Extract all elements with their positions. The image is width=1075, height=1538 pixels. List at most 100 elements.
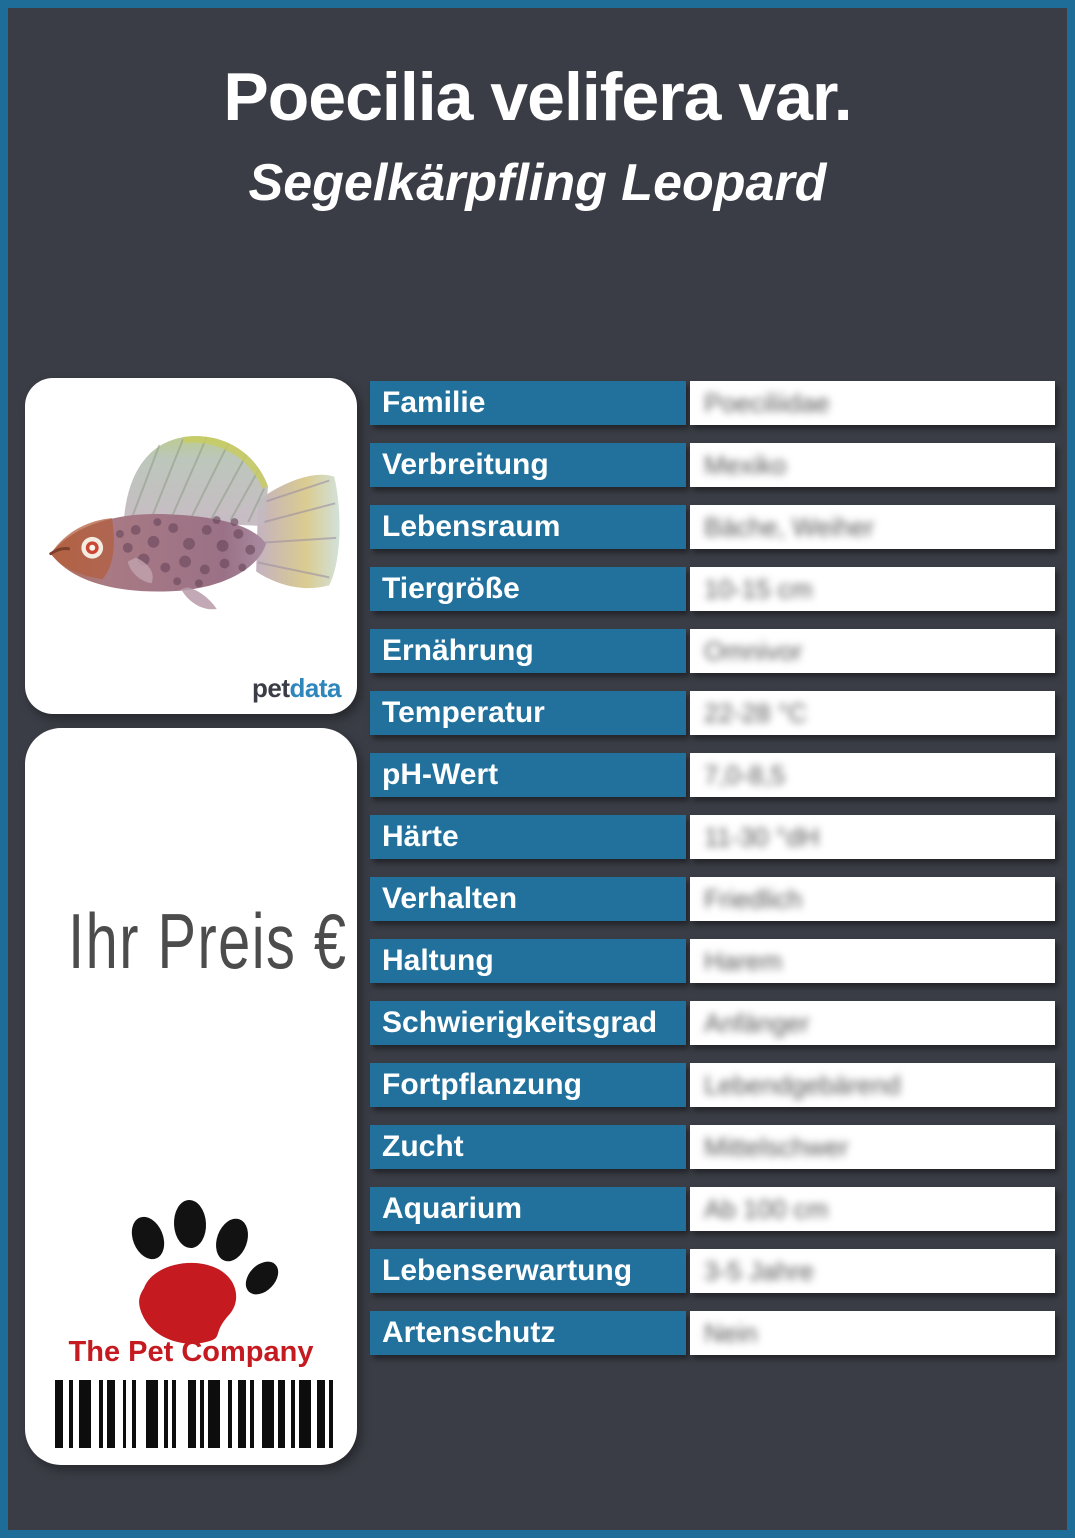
table-row: Ernährung Omnivor (370, 629, 1055, 673)
barcode-bar (237, 1380, 246, 1448)
row-label-cell: Temperatur (370, 691, 686, 735)
row-label: Fortpflanzung (382, 1068, 582, 1101)
row-value-cell: Harem (690, 939, 1055, 983)
barcode-bar (164, 1380, 169, 1448)
row-label-cell: Ernährung (370, 629, 686, 673)
page-subtitle: Segelkärpfling Leopard (248, 153, 827, 212)
row-label: Aquarium (382, 1192, 523, 1225)
table-row: pH-Wert 7,0-8,5 (370, 753, 1055, 797)
row-value-cell: Lebendgebärend (690, 1063, 1055, 1107)
barcode-bar (299, 1380, 312, 1448)
row-value-cell: Nein (690, 1311, 1055, 1355)
price-label: Ihr Preis € (68, 897, 348, 985)
row-label-cell: Artenschutz (370, 1311, 686, 1355)
row-label: Haltung (382, 944, 494, 977)
barcode-bar (98, 1380, 103, 1448)
barcode-bar (200, 1380, 205, 1448)
pet-company-logo (86, 1196, 296, 1346)
row-label: Artenschutz (382, 1316, 556, 1349)
table-row: Zucht Mittelschwer (370, 1125, 1055, 1169)
row-value: Nein (704, 1317, 758, 1348)
row-value-cell: 10-15 cm (690, 567, 1055, 611)
row-label-cell: Lebensraum (370, 505, 686, 549)
row-value: Harem (704, 945, 783, 976)
row-value-cell: Mittelschwer (690, 1125, 1055, 1169)
barcode-bar (132, 1380, 137, 1448)
table-row: Schwierigkeitsgrad Anfänger (370, 1001, 1055, 1045)
label-frame: Poecilia velifera var. Segelkärpfling Le… (8, 8, 1067, 1530)
row-value: Ab 100 cm (704, 1193, 829, 1224)
barcode-bar (55, 1380, 63, 1448)
row-label: Schwierigkeitsgrad (382, 1006, 658, 1039)
barcode-bar (106, 1380, 115, 1448)
row-label-cell: Härte (370, 815, 686, 859)
row-value: Friedlich (704, 883, 803, 914)
table-row: Fortpflanzung Lebendgebärend (370, 1063, 1055, 1107)
row-value-cell: 7,0-8,5 (690, 753, 1055, 797)
row-label-cell: Familie (370, 381, 686, 425)
row-label-cell: Aquarium (370, 1187, 686, 1231)
petdata-logo-pet: pet (252, 673, 290, 703)
row-value-cell: 22-28 °C (690, 691, 1055, 735)
price-card: Ihr Preis € The Pet Company (25, 728, 357, 1465)
row-label: Härte (382, 820, 459, 853)
row-value-cell: Bäche, Weiher (690, 505, 1055, 549)
row-value: Anfänger (704, 1007, 810, 1038)
row-value: 3-5 Jahre (704, 1255, 814, 1286)
table-row: Tiergröße 10-15 cm (370, 567, 1055, 611)
row-value: Bäche, Weiher (704, 511, 875, 542)
fish-image (49, 436, 340, 610)
barcode-bar (208, 1380, 220, 1448)
row-label-cell: Verbreitung (370, 443, 686, 487)
barcode-bar (291, 1380, 296, 1448)
info-table: Familie Poeciliidae Verbreitung Mexiko L… (370, 381, 1055, 1355)
row-value: 7,0-8,5 (704, 759, 785, 790)
row-value-cell: Omnivor (690, 629, 1055, 673)
page-title: Poecilia velifera var. (223, 59, 852, 135)
header: Poecilia velifera var. Segelkärpfling Le… (8, 60, 1067, 213)
row-value: Mittelschwer (704, 1131, 849, 1162)
row-label: Tiergröße (382, 572, 520, 605)
table-row: Lebensraum Bäche, Weiher (370, 505, 1055, 549)
barcode-bar (188, 1380, 197, 1448)
barcode-bar (329, 1380, 334, 1448)
table-row: Aquarium Ab 100 cm (370, 1187, 1055, 1231)
row-value-cell: Ab 100 cm (690, 1187, 1055, 1231)
row-label: Temperatur (382, 696, 545, 729)
row-label: Verhalten (382, 882, 518, 915)
table-row: Härte 11-30 °dH (370, 815, 1055, 859)
row-value-cell: Anfänger (690, 1001, 1055, 1045)
barcode-bar (122, 1380, 127, 1448)
row-label: Verbreitung (382, 448, 549, 481)
row-label: Lebensraum (382, 510, 561, 543)
row-value: 11-30 °dH (704, 821, 820, 852)
barcode-bar (172, 1380, 177, 1448)
row-value: Poeciliidae (704, 387, 830, 418)
barcode-bar (227, 1380, 232, 1448)
row-label-cell: Tiergröße (370, 567, 686, 611)
row-label: Lebenserwartung (382, 1254, 633, 1287)
row-value-cell: 11-30 °dH (690, 815, 1055, 859)
petdata-logo: petdata (252, 673, 341, 704)
row-label-cell: Haltung (370, 939, 686, 983)
barcode (55, 1380, 334, 1448)
table-row: Lebenserwartung 3-5 Jahre (370, 1249, 1055, 1293)
barcode-bar (68, 1380, 73, 1448)
row-label-cell: Zucht (370, 1125, 686, 1169)
fish-photo-card: petdata (25, 378, 357, 714)
barcode-bar (78, 1380, 91, 1448)
row-label-cell: Fortpflanzung (370, 1063, 686, 1107)
row-label-cell: pH-Wert (370, 753, 686, 797)
barcode-bar (146, 1380, 159, 1448)
row-label: Ernährung (382, 634, 534, 667)
row-value-cell: Mexiko (690, 443, 1055, 487)
barcode-bar (317, 1380, 326, 1448)
table-row: Artenschutz Nein (370, 1311, 1055, 1355)
row-value: 10-15 cm (704, 573, 813, 604)
barcode-bar (277, 1380, 286, 1448)
table-row: Haltung Harem (370, 939, 1055, 983)
barcode-bar (249, 1380, 254, 1448)
row-label-cell: Verhalten (370, 877, 686, 921)
barcode-bar (261, 1380, 274, 1448)
row-label-cell: Lebenserwartung (370, 1249, 686, 1293)
